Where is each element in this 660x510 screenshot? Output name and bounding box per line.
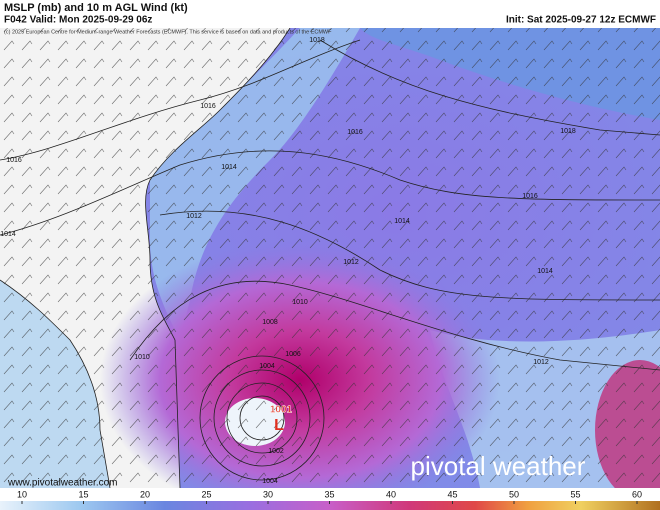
colorbar-tick-label: 60 [632, 489, 642, 499]
colorbar-tick-label: 40 [386, 489, 396, 499]
isobar-label: 1014 [0, 231, 16, 238]
credit: (c) 2025 European Centre for Medium-rang… [4, 29, 332, 35]
isobar [199, 355, 325, 481]
colorbar-tick-label: 30 [263, 489, 273, 499]
isobar-label: 1014 [537, 268, 553, 275]
isobar [319, 39, 660, 136]
valid-time: F042 Valid: Mon 2025-09-29 06z [4, 15, 152, 26]
isobar-label: 1004 [262, 478, 278, 485]
colorbar-tick-label: 55 [570, 489, 580, 499]
isobar-label: 1012 [186, 213, 202, 220]
isobar-label: 1010 [134, 354, 150, 361]
colorbar-tick-label: 50 [509, 489, 519, 499]
isobar [0, 39, 361, 161]
colorbar-tick-label: 45 [447, 489, 457, 499]
isobar-label: 1008 [262, 319, 278, 326]
isobar-label: 1014 [221, 164, 237, 171]
header-bg [0, 0, 660, 28]
colorbar-tick-label: 20 [140, 489, 150, 499]
isobar [226, 382, 298, 454]
low-pressure-value: 1001 [270, 405, 293, 416]
isobar-label: 1004 [259, 363, 275, 370]
isobar-label: 1012 [343, 259, 359, 266]
isobar-label: 1016 [522, 193, 538, 200]
low-marker: L [274, 417, 284, 434]
isobar-label: 1014 [394, 218, 410, 225]
colorbar [0, 501, 660, 510]
isobar-label: 1018 [309, 37, 325, 44]
isobar-label: 1016 [200, 103, 216, 110]
isobar-label: 1002 [268, 448, 284, 455]
colorbar-tick-label: 25 [201, 489, 211, 499]
isobar [129, 280, 660, 371]
isobar-label: 1018 [560, 128, 576, 135]
title: MSLP (mb) and 10 m AGL Wind (kt) [4, 2, 188, 14]
isobar-label: 1016 [6, 157, 22, 164]
isobar [159, 210, 660, 301]
colorbar-tick-label: 35 [324, 489, 334, 499]
isobar [239, 395, 285, 441]
colorbar-tick-label: 15 [78, 489, 88, 499]
colorbar-tick-label: 10 [17, 489, 27, 499]
isobar [0, 150, 660, 236]
init-time: Init: Sat 2025-09-27 12z ECMWF [506, 15, 656, 26]
isobar-label: 1010 [292, 299, 308, 306]
isobar-label: 1012 [533, 359, 549, 366]
website: www.pivotalweather.com [7, 478, 118, 489]
isobar-label: 1006 [285, 351, 301, 358]
isobar-label: 1016 [347, 129, 363, 136]
wind-barbs [0, 28, 660, 488]
isobar [213, 369, 311, 467]
brand-logo: pivotal weather [411, 451, 586, 481]
